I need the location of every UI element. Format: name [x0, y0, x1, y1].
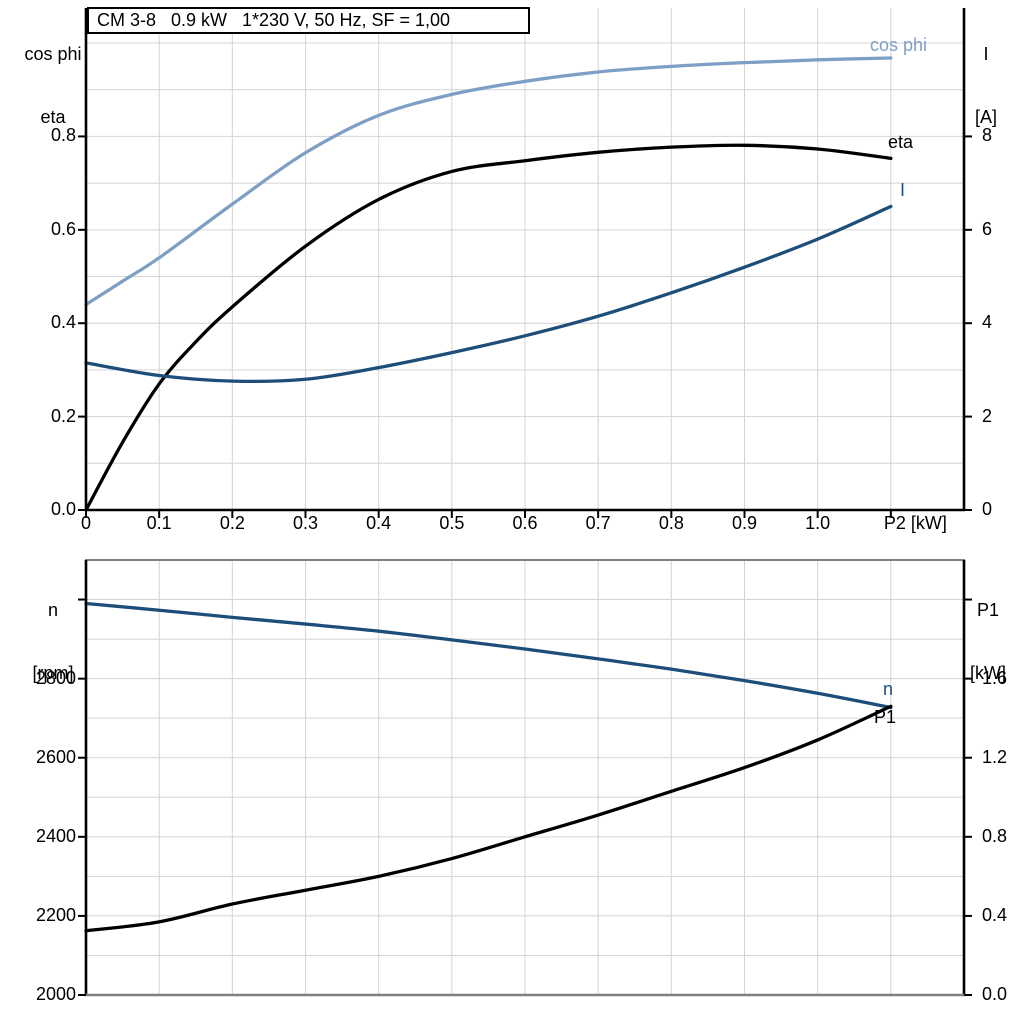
curve-label-eta: eta [888, 132, 914, 152]
axis-title-speed-unit: [rpm] [32, 663, 74, 683]
curve-eta [84, 143, 893, 512]
chart-title: CM 3-8 0.9 kW 1*230 V, 50 Hz, SF = 1,00 [97, 10, 451, 30]
curve-label-current: I [900, 180, 906, 200]
curve-cos-phi [84, 56, 893, 307]
bottom-left-axis-header: n [rpm] [14, 558, 92, 726]
axis-title-p1-unit: [kW] [970, 663, 1006, 683]
curve-label-cos-phi: cos phi [870, 35, 928, 55]
axis-title-p1: P1 [976, 600, 1000, 620]
bottom-right-axis-header: P1 [kW] [953, 558, 1023, 726]
axis-title-eta: eta [40, 107, 66, 127]
curve-n [84, 601, 893, 710]
curve-label-p1: P1 [874, 707, 897, 727]
top-right-axis-header: I [A] [953, 2, 1019, 170]
top-left-axis-header: cos phi eta [14, 2, 92, 170]
axis-title-current: I [983, 44, 989, 64]
axis-title-cos-phi: cos phi [24, 44, 82, 64]
curve-p1 [84, 704, 893, 933]
curve-i [84, 204, 893, 384]
axis-title-current-unit: [A] [974, 107, 997, 127]
axis-title-speed: n [47, 600, 58, 620]
chart-title-box: CM 3-8 0.9 kW 1*230 V, 50 Hz, SF = 1,00 [87, 7, 530, 34]
curve-label-speed: n [883, 679, 894, 699]
